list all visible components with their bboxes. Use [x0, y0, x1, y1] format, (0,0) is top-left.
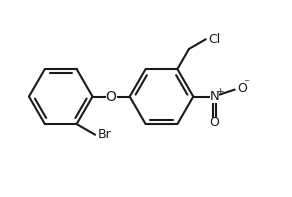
- Text: O: O: [237, 82, 247, 95]
- Text: Cl: Cl: [208, 33, 220, 46]
- Text: O: O: [210, 116, 220, 129]
- Text: +: +: [216, 87, 223, 96]
- Text: ⁻: ⁻: [244, 78, 250, 91]
- Text: Br: Br: [98, 128, 111, 141]
- Text: N: N: [210, 90, 220, 103]
- Text: O: O: [106, 90, 117, 104]
